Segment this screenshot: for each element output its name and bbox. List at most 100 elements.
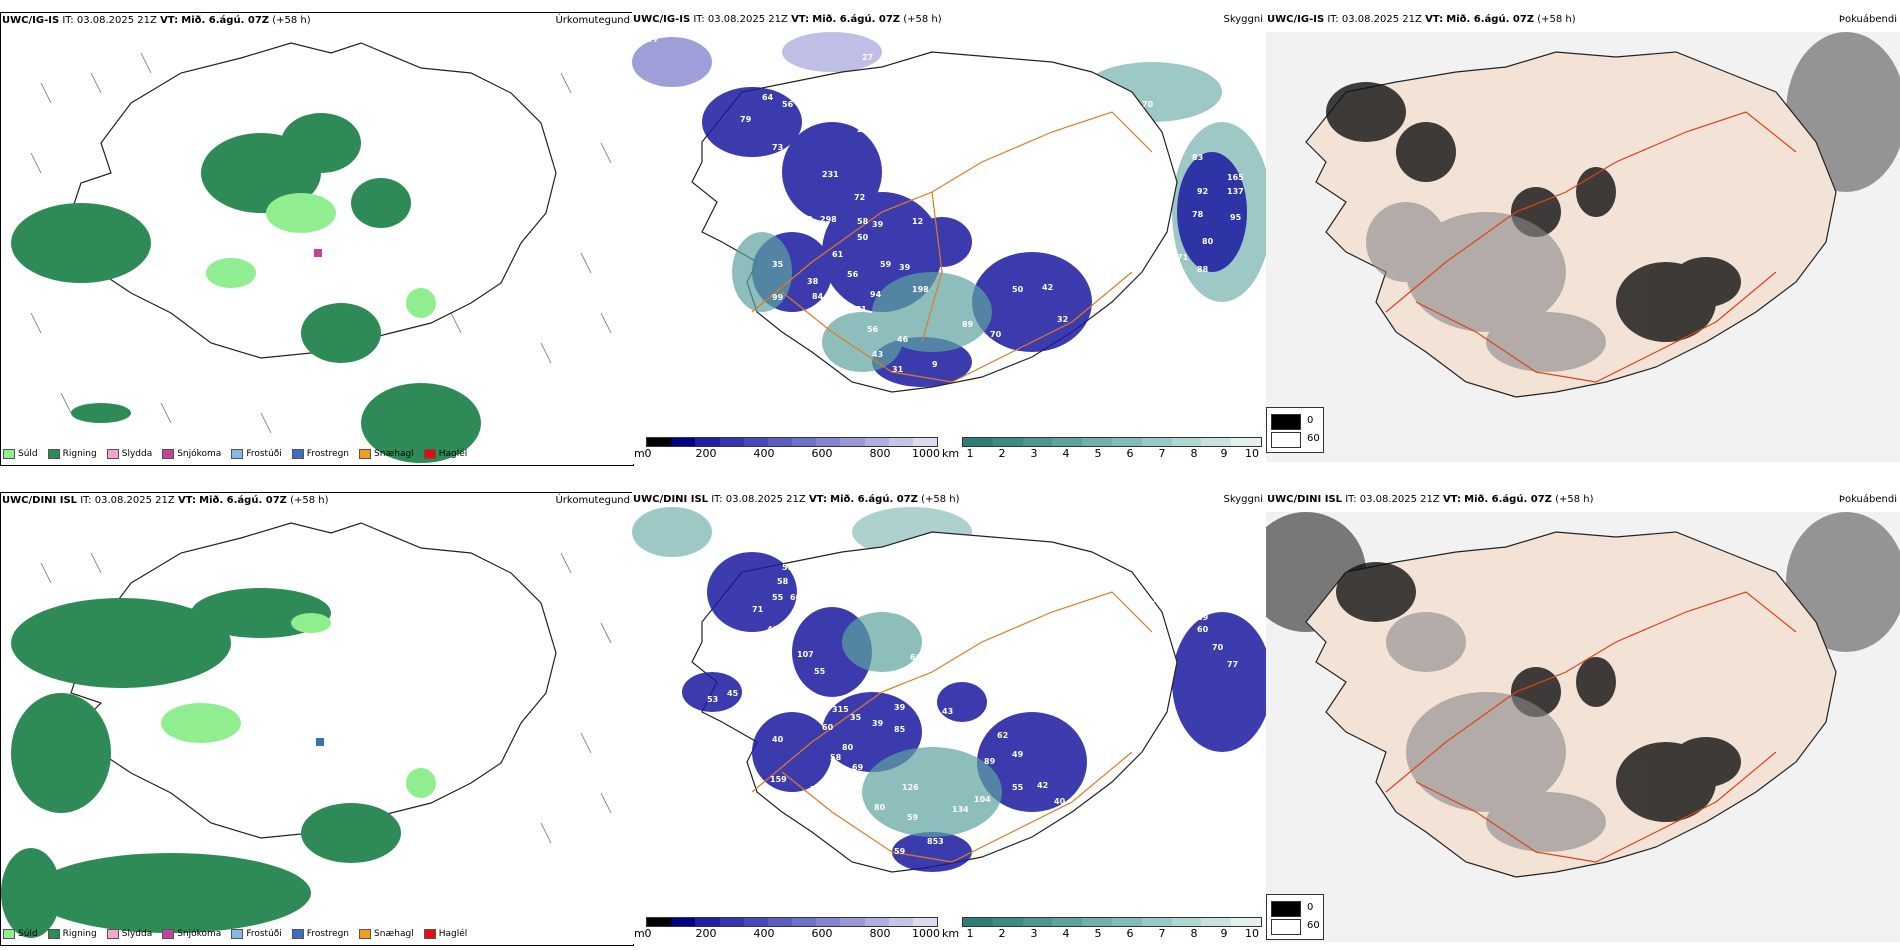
cloud-base-label: 121	[962, 188, 979, 197]
roads	[1385, 111, 1797, 383]
precip-type-panel-bottom: UWC/DINI ISL IT: 03.08.2025 21Z VT: Mið.…	[0, 492, 634, 946]
cloud-base-label: 39	[899, 263, 911, 272]
cloud-base-label: 60	[822, 723, 834, 732]
panel-title: Úrkomutegund	[555, 495, 630, 506]
legend-item: Snjókoma	[162, 449, 221, 459]
visibility-colorbar: km 1 2 3 4 5 6 7 8 9 10	[942, 917, 1264, 943]
cloud-base-label: 80	[842, 743, 854, 752]
cloud-base-label: 42	[1042, 283, 1053, 292]
cloud-base-label: 76	[1152, 595, 1164, 604]
roads	[751, 111, 1153, 383]
cloud-base-label: 59	[812, 700, 824, 709]
cloud-base-label: 43	[942, 707, 953, 716]
fog-dark-areas	[1326, 82, 1741, 342]
cloud-base-label: 77	[1227, 660, 1238, 669]
cloud-base-label: 60	[790, 593, 802, 602]
snow-spot	[314, 249, 322, 257]
cloud-base-label: 238	[892, 30, 909, 39]
cloud-base-label: 89	[984, 757, 996, 766]
cloud-base-label: 79	[740, 115, 752, 124]
vis-areas	[842, 612, 1002, 837]
cloud-base-label: 73	[772, 143, 783, 152]
fog-map-bottom	[1266, 512, 1900, 942]
cloud-base-label: 165	[1227, 173, 1244, 182]
cloud-base-label: 20	[1087, 747, 1099, 756]
cloud-base-label: 85	[894, 725, 906, 734]
cloud-base-label: 39	[872, 719, 884, 728]
wind-barbs	[30, 52, 612, 434]
cloud-base-label: 86	[807, 593, 819, 602]
cloud-base-label: 84	[812, 292, 824, 301]
cloud-base-label: 16	[932, 645, 944, 654]
cloud-base-label: 64	[1142, 555, 1154, 564]
cloud-base-label: 112	[796, 215, 813, 224]
cloud-base-label: 40	[772, 735, 784, 744]
roads	[1385, 591, 1797, 863]
legend-item: Haglél	[423, 929, 467, 939]
cloud-base-label: 64	[762, 93, 774, 102]
frost-rain-spot	[316, 738, 324, 746]
cloud-base-label: 48	[767, 625, 779, 634]
cloud-base-label: 89	[962, 320, 974, 329]
panel-header: UWC/DINI ISL IT: 03.08.2025 21Z VT: Mið.…	[2, 495, 329, 506]
visibility-map-bottom: 59 58 55 60 86 71 48 107 52 55 66 16 53 …	[632, 507, 1266, 873]
visibility-map-top: 177 238 27 70 64 56 79 73 70 231 230 22 …	[632, 30, 1266, 432]
cloud-base-label: 70	[1142, 100, 1154, 109]
legend-item: Snæhagl	[359, 449, 414, 459]
legend-item: Snjókoma	[162, 929, 221, 939]
precip-map-top	[11, 42, 612, 463]
cloud-base-label: 56	[782, 100, 794, 109]
visibility-colorbar: km 1 2 3 4 5 6 7 8 9 10	[942, 437, 1264, 463]
fog-legend: 0 60	[1266, 407, 1324, 453]
cloud-base-label: 62	[997, 731, 1008, 740]
cloud-base-label: 59	[907, 813, 919, 822]
cloud-base-label: 50	[857, 233, 869, 242]
roads	[751, 591, 1153, 863]
cloud-base-label: 107	[797, 650, 814, 659]
cloud-base-label: 298	[820, 215, 837, 224]
legend-item: Rigning	[47, 449, 97, 459]
cloud-base-label: 80	[874, 803, 886, 812]
panel-header: UWC/IG-IS IT: 03.08.2025 21Z VT: Mið. 6.…	[2, 15, 311, 26]
cloud-base-label: 58	[857, 217, 869, 226]
cloud-base-label: 83	[1150, 295, 1161, 304]
cloud-base-label: 83	[1192, 153, 1203, 162]
cloud-base-label: 58	[830, 753, 842, 762]
cloud-base-label: 52	[782, 657, 793, 666]
cloud-base-labels: 177 238 27 70 64 56 79 73 70 231 230 22 …	[642, 30, 1244, 374]
cloud-base-label: 71	[752, 605, 764, 614]
visibility-panel-top: 177 238 27 70 64 56 79 73 70 231 230 22 …	[632, 12, 1266, 464]
cloud-base-label: 70	[762, 155, 774, 164]
cloud-base-label: 42	[992, 223, 1003, 232]
cloud-base-label: 59	[880, 260, 892, 269]
cloud-base-label: 72	[854, 193, 865, 202]
cloud-base-label: 159	[770, 775, 787, 784]
legend-item: Frostregn	[291, 929, 349, 939]
cloud-base-label: 43	[872, 350, 883, 359]
fog-index-panel-bottom: UWC/DINI ISL IT: 03.08.2025 21Z VT: Mið.…	[1266, 492, 1900, 944]
cloud-base-label: 12	[912, 217, 923, 226]
fog-index-panel-top: UWC/IG-IS IT: 03.08.2025 21Z VT: Mið. 6.…	[1266, 12, 1900, 464]
cloud-base-label: 171	[850, 305, 867, 314]
cloud-base-label: 99	[772, 293, 784, 302]
vis-areas	[732, 232, 992, 372]
precip-legend: Súld Rigning Slydda Snjókoma Frostúði Fr…	[3, 449, 467, 459]
legend-item: Frostregn	[291, 449, 349, 459]
iceland-outline	[70, 522, 557, 839]
cloud-base-label: 45	[727, 689, 739, 698]
cloud-base-label: 9	[932, 360, 938, 369]
cloud-base-label: 31	[892, 365, 904, 374]
low-cloud-areas	[682, 552, 1087, 872]
cloud-base-label: 32	[1057, 315, 1068, 324]
cloud-base-label: 92	[1197, 187, 1208, 196]
drizzle-areas	[206, 193, 436, 318]
cloud-base-label: 104	[974, 795, 991, 804]
cloud-base-label: 66	[910, 653, 922, 662]
cloud-base-label: 80	[1202, 237, 1214, 246]
cloud-base-colorbar: m 0 200 400 600 800 1000	[634, 917, 940, 943]
legend-item: Slydda	[106, 929, 152, 939]
cloud-base-label: 40	[1054, 797, 1066, 806]
cloud-base-label: 78	[912, 160, 924, 169]
rain-areas	[1, 588, 401, 938]
cloud-base-label: 35	[1162, 240, 1174, 249]
